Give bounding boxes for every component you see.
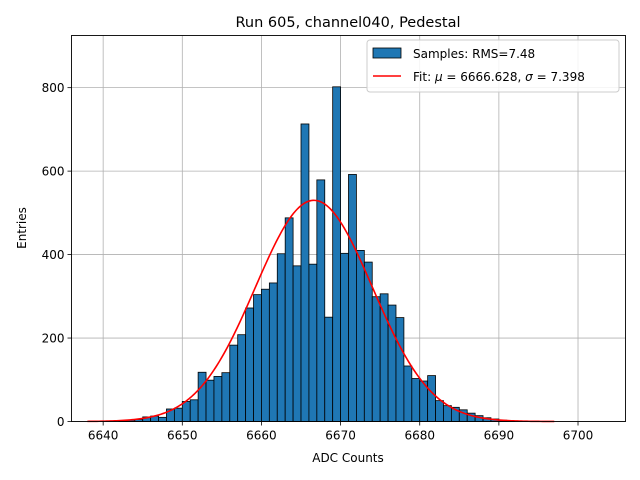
y-tick-label: 800 bbox=[42, 81, 65, 95]
histogram-bar bbox=[276, 253, 286, 422]
histogram-bar bbox=[284, 217, 294, 422]
fit-label-sigma-symbol: σ bbox=[525, 70, 533, 84]
histogram-bar bbox=[371, 296, 381, 422]
histogram-bar bbox=[181, 401, 191, 422]
histogram-bar bbox=[403, 365, 413, 422]
legend-box bbox=[366, 39, 620, 93]
histogram-bar bbox=[205, 379, 215, 422]
legend: Samples: RMS=7.48 Fit: μ = 6666.628, σ =… bbox=[366, 39, 620, 93]
histogram-bar bbox=[213, 376, 223, 422]
x-tick-label: 6680 bbox=[404, 429, 435, 443]
histogram-bar bbox=[395, 317, 405, 422]
fit-curve-group bbox=[87, 199, 555, 423]
histogram-bar bbox=[245, 307, 254, 422]
x-tick-label: 6690 bbox=[484, 429, 515, 443]
histogram-bar bbox=[308, 263, 318, 422]
x-tick-label: 6670 bbox=[325, 429, 356, 443]
histogram-bar bbox=[435, 400, 444, 422]
y-axis-ticks: 0 200 400 600 800 bbox=[42, 81, 72, 429]
histogram-bar bbox=[229, 344, 239, 422]
y-axis-label: Entries bbox=[15, 207, 29, 249]
histogram-bar bbox=[332, 86, 341, 422]
histogram-bar bbox=[261, 288, 270, 422]
histogram-bar bbox=[348, 174, 357, 422]
histogram-bar bbox=[316, 179, 326, 422]
legend-swatch-samples bbox=[372, 47, 402, 59]
legend-label-fit: Fit: μ = 6666.628, σ = 7.398 bbox=[413, 70, 585, 84]
histogram-bar bbox=[292, 265, 302, 422]
histogram-bar bbox=[411, 378, 421, 422]
plot-frame bbox=[71, 35, 626, 422]
y-tick-label: 0 bbox=[57, 415, 65, 429]
histogram-bar bbox=[189, 399, 199, 422]
x-axis-ticks: 6640 6650 6660 6670 6680 6690 6700 bbox=[88, 421, 594, 443]
histogram-bar bbox=[158, 416, 167, 422]
x-axis-label: ADC Counts bbox=[312, 451, 384, 465]
histogram-bar bbox=[324, 316, 334, 422]
fit-label-mu-value: = 6666.628, bbox=[446, 70, 525, 84]
x-tick-label: 6650 bbox=[167, 429, 198, 443]
histogram-bar bbox=[300, 123, 310, 422]
fit-label-mu-symbol: μ bbox=[434, 70, 443, 84]
histogram-bar bbox=[387, 304, 397, 422]
histogram-bar bbox=[427, 375, 436, 422]
y-tick-label: 600 bbox=[42, 165, 65, 179]
histogram-bar bbox=[268, 282, 278, 422]
histogram-bar bbox=[253, 294, 262, 422]
histogram-bar bbox=[197, 371, 207, 422]
fit-label-sigma-value: = 7.398 bbox=[537, 70, 585, 84]
fit-label-prefix: Fit: bbox=[413, 70, 435, 84]
x-tick-label: 6660 bbox=[246, 429, 277, 443]
histogram-bar bbox=[221, 372, 231, 422]
histogram-bar bbox=[443, 405, 452, 422]
histogram-bar bbox=[173, 407, 183, 422]
x-tick-label: 6640 bbox=[88, 429, 119, 443]
legend-label-samples: Samples: RMS=7.48 bbox=[413, 47, 535, 61]
histogram-bar bbox=[356, 250, 365, 422]
histogram-bar bbox=[237, 334, 247, 422]
histogram-bar bbox=[340, 252, 349, 422]
y-tick-label: 200 bbox=[42, 332, 65, 346]
histogram-bars bbox=[118, 86, 516, 422]
x-tick-label: 6700 bbox=[563, 429, 594, 443]
y-tick-label: 400 bbox=[42, 248, 65, 262]
chart-title: Run 605, channel040, Pedestal bbox=[235, 15, 460, 31]
fit-curve bbox=[87, 199, 555, 423]
